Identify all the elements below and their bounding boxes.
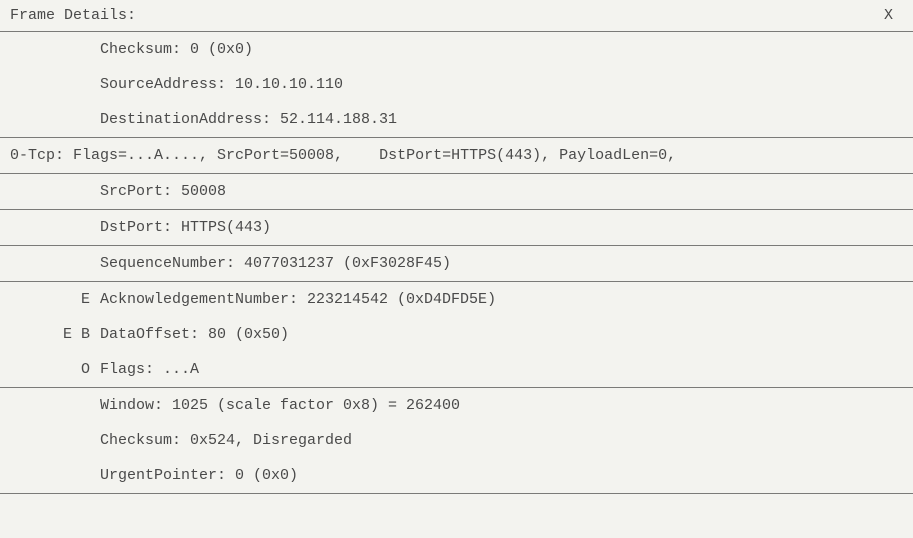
field-src-port: SrcPort: 50008 [0, 174, 913, 210]
tcp-summary-row: 0-Tcp: Flags=...A...., SrcPort=50008, Ds… [0, 138, 913, 174]
field-text: SourceAddress: 10.10.10.110 [100, 74, 343, 95]
field-text: Flags: ...A [100, 359, 199, 380]
field-text: DataOffset: 80 (0x50) [100, 324, 289, 345]
field-text: SrcPort: 50008 [100, 181, 226, 202]
field-text: DstPort: HTTPS(443) [100, 217, 271, 238]
field-text: DestinationAddress: 52.114.188.31 [100, 109, 397, 130]
field-window: Window: 1025 (scale factor 0x8) = 262400 [0, 388, 913, 423]
field-checksum-tcp: Checksum: 0x524, Disregarded [0, 423, 913, 458]
field-text: Checksum: 0 (0x0) [100, 39, 253, 60]
field-prefix: E B [10, 324, 100, 345]
field-urgent-pointer: UrgentPointer: 0 (0x0) [0, 458, 913, 494]
close-icon[interactable]: X [884, 7, 903, 24]
field-flags: OFlags: ...A [0, 352, 913, 388]
field-checksum-ip: Checksum: 0 (0x0) [0, 32, 913, 67]
field-prefix: O [10, 359, 100, 380]
field-destination-address: DestinationAddress: 52.114.188.31 [0, 102, 913, 138]
field-text: Checksum: 0x524, Disregarded [100, 430, 352, 451]
tcp-prefix: 0-Tcp: [10, 145, 64, 166]
field-dst-port: DstPort: HTTPS(443) [0, 210, 913, 246]
field-source-address: SourceAddress: 10.10.10.110 [0, 67, 913, 102]
field-text: AcknowledgementNumber: 223214542 (0xD4DF… [100, 289, 496, 310]
field-text: UrgentPointer: 0 (0x0) [100, 465, 298, 486]
field-prefix: E [10, 289, 100, 310]
tcp-summary-text: Flags=...A...., SrcPort=50008, DstPort=H… [64, 145, 676, 166]
field-text: SequenceNumber: 4077031237 (0xF3028F45) [100, 253, 451, 274]
field-text: Window: 1025 (scale factor 0x8) = 262400 [100, 395, 460, 416]
header-row: Frame Details: X [0, 0, 913, 32]
panel-title: Frame Details: [10, 7, 136, 24]
field-ack-number: EAcknowledgementNumber: 223214542 (0xD4D… [0, 282, 913, 317]
field-data-offset: E BDataOffset: 80 (0x50) [0, 317, 913, 352]
field-sequence-number: SequenceNumber: 4077031237 (0xF3028F45) [0, 246, 913, 282]
frame-details-panel: Frame Details: X Checksum: 0 (0x0) Sourc… [0, 0, 913, 494]
